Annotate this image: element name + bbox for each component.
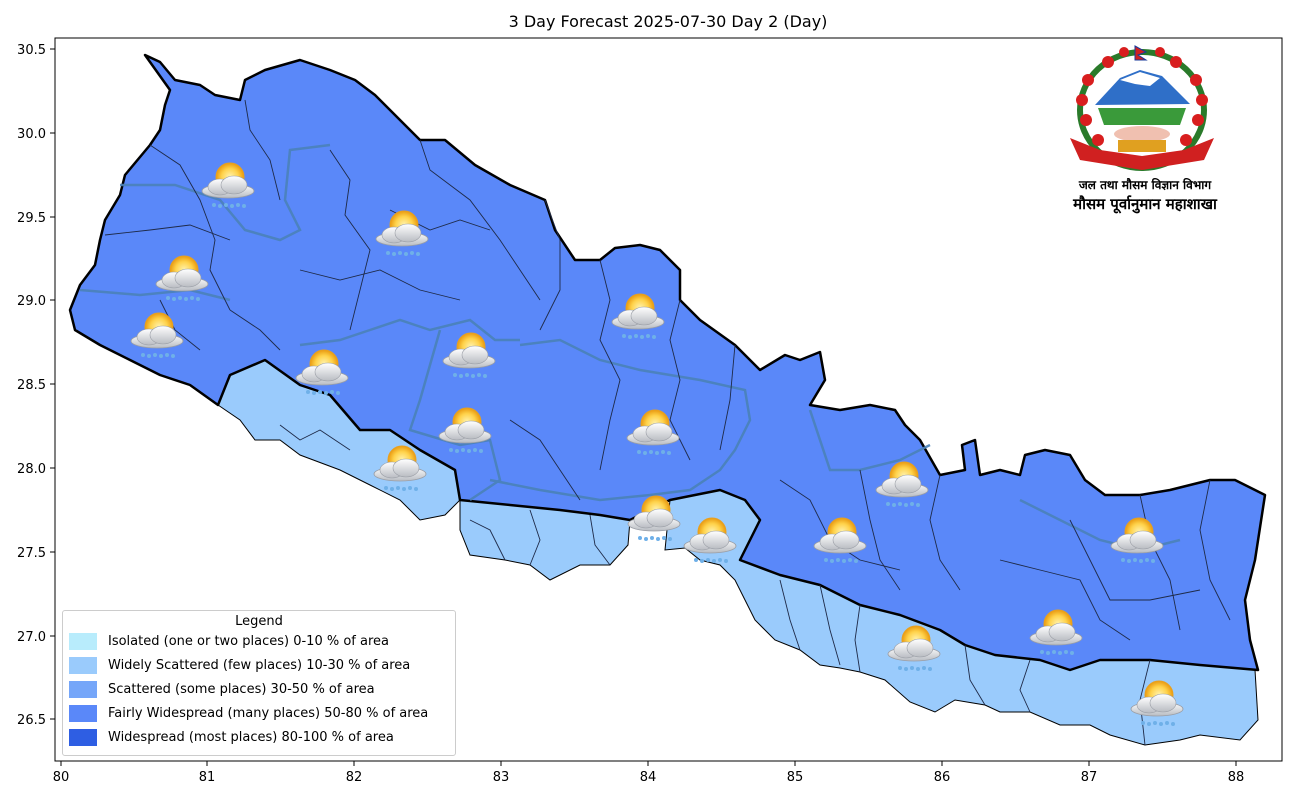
y-tick-label: 28.5 bbox=[17, 378, 46, 393]
legend-item: Widely Scattered (few places) 10-30 % of… bbox=[63, 653, 455, 677]
y-tick-label: 30.5 bbox=[17, 43, 46, 58]
legend-swatch bbox=[69, 680, 97, 698]
y-tick-label: 28.0 bbox=[17, 462, 46, 477]
y-tick-label: 27.5 bbox=[17, 546, 46, 561]
y-tick-label: 29.5 bbox=[17, 211, 46, 226]
legend: Legend Isolated (one or two places) 0-10… bbox=[62, 610, 456, 756]
legend-item: Widespread (most places) 80-100 % of are… bbox=[63, 725, 455, 749]
division-name: मौसम पूर्वानुमान महाशाखा bbox=[1073, 195, 1217, 213]
legend-label: Widespread (most places) 80-100 % of are… bbox=[108, 729, 394, 745]
legend-label: Widely Scattered (few places) 10-30 % of… bbox=[108, 657, 411, 673]
x-tick-label: 80 bbox=[53, 770, 70, 785]
legend-swatch bbox=[69, 704, 97, 722]
y-tick-label: 30.0 bbox=[17, 127, 46, 142]
legend-item: Isolated (one or two places) 0-10 % of a… bbox=[63, 629, 455, 653]
x-tick-label: 82 bbox=[346, 770, 363, 785]
x-tick-label: 88 bbox=[1228, 770, 1245, 785]
district-boundaries bbox=[104, 99, 1231, 746]
legend-swatch bbox=[69, 632, 97, 650]
legend-item: Scattered (some places) 30-50 % of area bbox=[63, 677, 455, 701]
legend-label: Scattered (some places) 30-50 % of area bbox=[108, 681, 375, 697]
legend-label: Fairly Widespread (many places) 50-80 % … bbox=[108, 705, 429, 721]
legend-swatch bbox=[69, 656, 97, 674]
legend-swatch bbox=[69, 728, 97, 746]
legend-label: Isolated (one or two places) 0-10 % of a… bbox=[108, 633, 389, 649]
x-tick-label: 81 bbox=[199, 770, 216, 785]
y-tick-label: 27.0 bbox=[17, 630, 46, 645]
x-tick-label: 87 bbox=[1081, 770, 1098, 785]
x-tick-label: 83 bbox=[493, 770, 510, 785]
y-tick-labels: 30.5 30.0 29.5 29.0 28.5 28.0 27.5 27.0 … bbox=[17, 43, 46, 728]
legend-item: Fairly Widespread (many places) 50-80 % … bbox=[63, 701, 455, 725]
agency-name: जल तथा मौसम विज्ञान विभाग bbox=[1078, 178, 1212, 192]
x-tick-labels: 80 81 82 83 84 85 86 87 88 bbox=[53, 770, 1245, 785]
x-tick-label: 86 bbox=[934, 770, 951, 785]
legend-title: Legend bbox=[235, 614, 283, 629]
x-tick-label: 85 bbox=[787, 770, 804, 785]
nepal-emblem bbox=[1070, 45, 1214, 171]
y-tick-label: 29.0 bbox=[17, 294, 46, 309]
map-title: 3 Day Forecast 2025-07-30 Day 2 (Day) bbox=[508, 12, 828, 31]
y-tick-label: 26.5 bbox=[17, 713, 46, 728]
region-fairly-widespread bbox=[68, 53, 1267, 672]
x-tick-label: 84 bbox=[640, 770, 657, 785]
axis-ticks bbox=[50, 48, 1237, 766]
